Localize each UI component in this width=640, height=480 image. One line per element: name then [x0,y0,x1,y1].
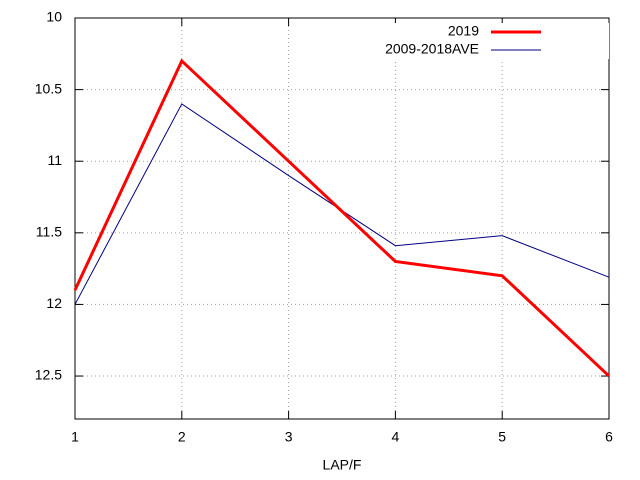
x-axis-label: LAP/F [323,457,362,473]
series-line [74,103,610,305]
x-tick-label: 3 [285,429,293,445]
x-tick-label: 6 [605,429,613,445]
x-tick-label: 5 [498,429,506,445]
x-tick-label: 2 [178,429,186,445]
x-tick-label: 4 [392,429,400,445]
y-tick-label: 12 [46,295,62,311]
legend-background [359,41,609,59]
y-tick-label: 11.5 [36,224,62,240]
plot-frame [74,17,610,420]
y-tick-label: 10 [46,9,62,25]
y-tick-label: 12.5 [35,367,62,383]
legend-label: 2019 [448,23,479,39]
legend-background [359,23,609,41]
y-tick-label: 11 [47,152,62,168]
legend-label: 2009-2018AVE [385,41,479,57]
series-line [73,58,611,378]
x-tick-label: 1 [71,429,79,445]
y-tick-label: 10.5 [35,80,62,96]
